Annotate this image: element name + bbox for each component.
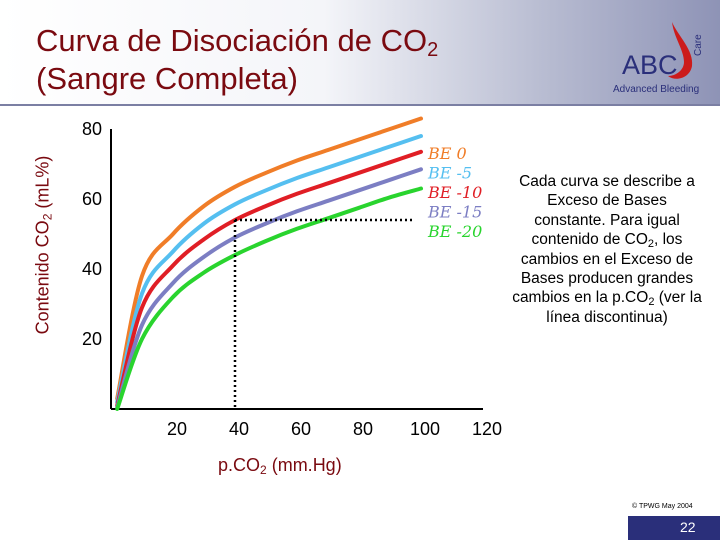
series-line-0 xyxy=(115,116,423,401)
series-line-2 xyxy=(115,149,423,408)
header-divider xyxy=(0,104,720,106)
x-axis-title-text: p.CO xyxy=(218,455,261,475)
x-axis-title-unit: (mm.Hg) xyxy=(266,455,342,475)
blood-drop-icon xyxy=(668,22,693,79)
y-tick-label: 60 xyxy=(82,189,102,209)
y-tick-label: 40 xyxy=(82,259,102,279)
y-tick-label: 80 xyxy=(82,119,102,139)
note-text-3: (ver la línea discontinua) xyxy=(546,289,702,326)
x-tick-label: 100 xyxy=(410,419,440,439)
note-subscript-1: 2 xyxy=(647,238,654,251)
footer-bar xyxy=(628,516,720,540)
title-text: Curva de Disociación de CO xyxy=(36,23,428,58)
copyright-text: © TPWG May 2004 xyxy=(632,503,693,510)
series-line-3 xyxy=(115,167,423,410)
title-line-1: Curva de Disociación de CO2 xyxy=(36,23,439,61)
x-axis-title: p.CO2 (mm.Hg) xyxy=(218,455,342,476)
series-line-4 xyxy=(115,186,423,411)
y-axis-title-unit: (mL%) xyxy=(32,155,53,214)
x-tick-label: 80 xyxy=(353,419,373,439)
legend-entry-0: BE 0 xyxy=(427,144,467,163)
axes xyxy=(110,129,483,410)
y-axis-title-text: Contenido CO xyxy=(32,220,53,335)
page-number: 22 xyxy=(680,519,696,535)
legend-entry-3: BE -15 xyxy=(427,203,482,222)
logo-subtitle: Advanced Bleeding xyxy=(613,84,700,95)
series-lines xyxy=(115,116,423,411)
title-line-2: (Sangre Completa) xyxy=(36,61,298,96)
title-subscript: 2 xyxy=(427,39,439,61)
note-text-1: Cada curva se describe a Exceso de Bases… xyxy=(519,173,695,249)
series-line-1 xyxy=(115,134,423,404)
legend-entry-1: BE -5 xyxy=(427,164,472,183)
abc-care-logo: ABC Care Advanced Bleeding xyxy=(596,20,716,100)
reference-lines xyxy=(233,218,415,409)
note-text-2: , los cambios en el Exceso de Bases prod… xyxy=(512,231,694,307)
logo-text: ABC xyxy=(622,50,678,80)
y-axis-title: Contenido CO2 (mL%) xyxy=(32,155,55,335)
x-tick-label: 120 xyxy=(472,419,502,439)
x-tick-label: 60 xyxy=(291,419,311,439)
y-axis-title-subscript: 2 xyxy=(40,213,55,221)
note-subscript-2: 2 xyxy=(648,296,655,309)
legend-entry-4: BE -20 xyxy=(427,222,482,241)
slide-title: Curva de Disociación de CO2 (Sangre Comp… xyxy=(36,22,438,98)
tick-labels: 20 40 60 80 20 40 60 80 100 120 xyxy=(82,119,502,439)
x-tick-label: 20 xyxy=(167,419,187,439)
y-tick-label: 20 xyxy=(82,329,102,349)
x-tick-label: 40 xyxy=(229,419,249,439)
x-axis-title-subscript: 2 xyxy=(260,463,267,477)
header-band xyxy=(0,0,720,104)
explanation-note: Cada curva se describe a Exceso de Bases… xyxy=(512,172,702,327)
legend-entry-2: BE -10 xyxy=(427,183,482,202)
